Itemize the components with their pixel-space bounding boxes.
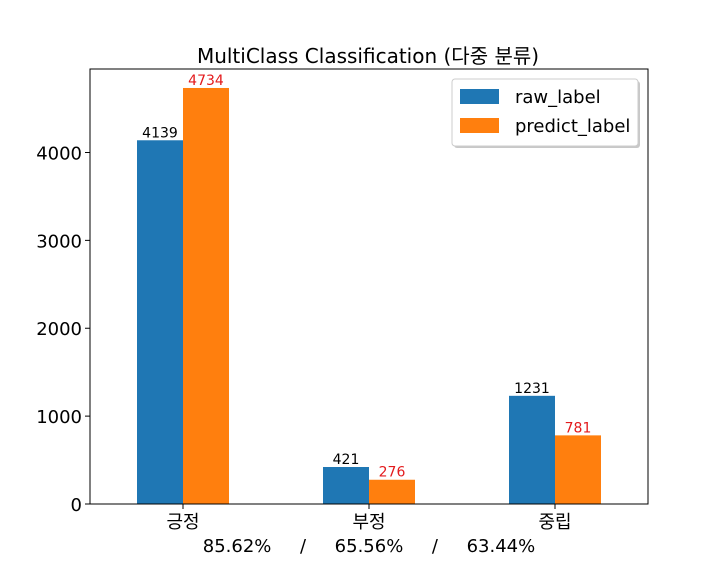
bar-predict_label bbox=[555, 435, 601, 504]
legend: raw_label predict_label bbox=[451, 78, 640, 148]
bar-raw_label bbox=[137, 140, 183, 504]
data-label: 4734 bbox=[188, 73, 224, 89]
data-label: 781 bbox=[565, 420, 592, 436]
bar-raw_label bbox=[323, 467, 369, 504]
x-axis-label: 85.62% / 65.56% / 63.44% bbox=[203, 536, 535, 557]
data-label: 4139 bbox=[142, 125, 178, 141]
x-tick-label: 긍정 bbox=[166, 512, 199, 533]
bar-raw_label bbox=[509, 395, 555, 504]
y-tick-label: 1000 bbox=[36, 407, 82, 428]
plot-area: 0 1000 2000 3000 4000 긍정 4139 4734 부정 421 276 중립 123… bbox=[36, 73, 601, 533]
legend-label-raw_label: raw_label bbox=[515, 87, 601, 108]
y-tick-label: 3000 bbox=[36, 231, 82, 252]
legend-swatch-predict_label bbox=[460, 118, 499, 133]
data-label: 1231 bbox=[514, 381, 550, 397]
bar-predict_label bbox=[369, 479, 415, 504]
y-tick-label: 0 bbox=[71, 495, 82, 516]
data-label: 421 bbox=[333, 452, 360, 468]
data-label: 276 bbox=[379, 465, 406, 481]
axes-frame bbox=[89, 68, 649, 505]
bar-predict_label bbox=[183, 87, 229, 505]
chart-title: MultiClass Classification (다중 분류) bbox=[197, 44, 539, 68]
x-tick-label: 부정 bbox=[352, 512, 385, 533]
y-tick-label: 2000 bbox=[36, 319, 82, 340]
legend-label-predict_label: predict_label bbox=[515, 116, 630, 137]
y-tick-label: 4000 bbox=[36, 143, 82, 164]
legend-swatch-raw_label bbox=[460, 89, 499, 104]
x-tick-label: 중립 bbox=[538, 512, 571, 533]
